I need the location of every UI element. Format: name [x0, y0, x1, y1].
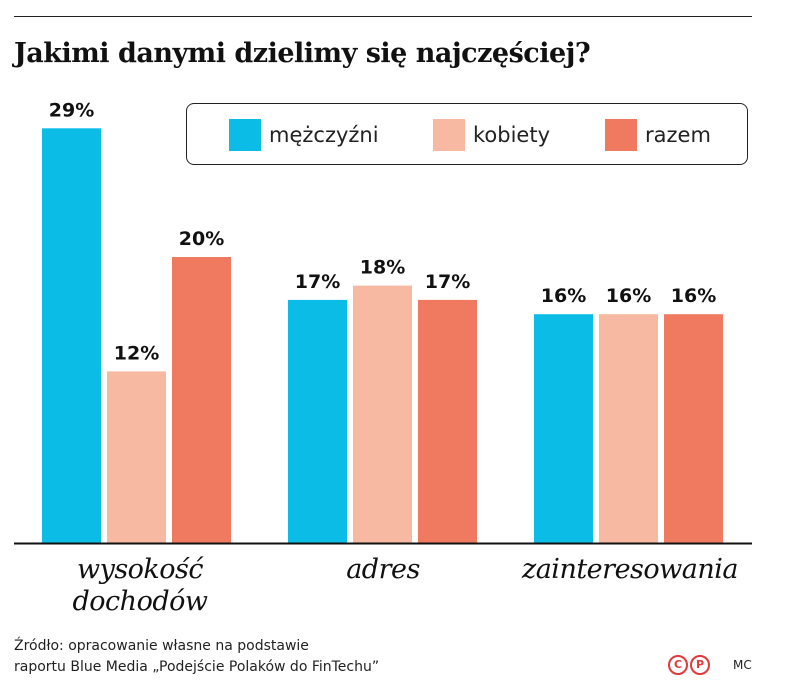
data-label-women-0: 12% [114, 342, 159, 364]
source-line-2: raportu Blue Media „Podejście Polaków do… [14, 659, 380, 675]
bar-men-0 [42, 128, 101, 544]
legend-swatch-women [433, 119, 465, 151]
chart-title: Jakimi danymi dzielimy się najczęściej? [14, 38, 591, 69]
data-label-men-1: 17% [295, 271, 340, 293]
data-label-total-1: 17% [425, 271, 470, 293]
press-icon: P [690, 655, 710, 675]
legend-item-women: kobiety [433, 119, 550, 151]
category-label-interests: zainteresowania [521, 554, 739, 585]
cp-logo: C P [668, 655, 710, 675]
bar-men-1 [288, 299, 347, 543]
data-label-total-0: 20% [179, 228, 224, 250]
legend-item-men: mężczyźni [229, 119, 379, 151]
copyright-icon: C [668, 655, 688, 675]
category-label-income-line1: wysokość [76, 554, 204, 585]
legend-label-women: kobiety [473, 123, 551, 147]
source-line-1: Źródło: opracowanie własne na podstawie [14, 638, 309, 654]
bar-women-0 [107, 371, 166, 543]
bar-women-1 [353, 285, 412, 543]
legend-swatch-total [605, 119, 637, 151]
bar-women-2 [599, 314, 658, 543]
legend: mężczyźni kobiety razem [186, 103, 748, 165]
data-label-women-2: 16% [606, 285, 651, 307]
source-note: Źródło: opracowanie własne na podstawie … [14, 636, 379, 678]
data-label-total-2: 16% [671, 285, 716, 307]
bar-total-2 [664, 314, 723, 543]
author-credit: MC [733, 658, 752, 672]
category-label-income-line2: dochodów [72, 586, 208, 617]
data-label-men-0: 29% [49, 99, 94, 121]
bar-men-2 [534, 314, 593, 543]
top-rule [14, 16, 752, 17]
bar-total-0 [172, 257, 231, 543]
category-label-income: wysokość dochodów [40, 554, 240, 618]
data-label-men-2: 16% [541, 285, 586, 307]
category-label-address: adres [346, 554, 420, 585]
legend-item-total: razem [605, 119, 711, 151]
bar-total-1 [418, 299, 477, 543]
legend-swatch-men [229, 119, 261, 151]
legend-label-total: razem [645, 123, 711, 147]
data-label-women-1: 18% [360, 257, 405, 279]
legend-label-men: mężczyźni [269, 123, 379, 147]
